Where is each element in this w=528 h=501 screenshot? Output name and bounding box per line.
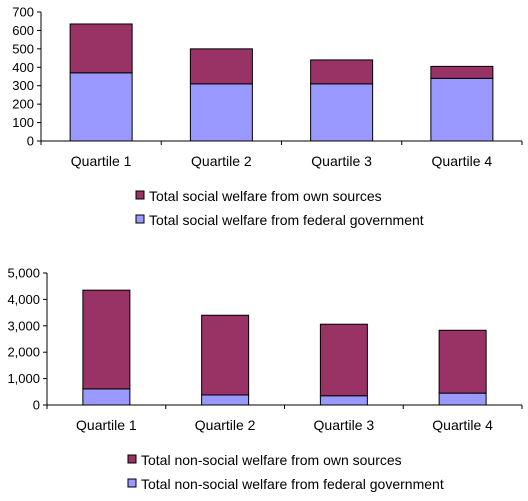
bar-segment-own-sources	[439, 330, 486, 393]
bar-segment-federal	[70, 73, 132, 141]
x-tick-label: Quartile 2	[191, 153, 252, 169]
bar-segment-own-sources	[70, 24, 132, 73]
y-tick-label: 1,000	[7, 371, 40, 386]
y-tick-label: 300	[12, 78, 34, 93]
legend-label: Total non-social welfare from federal go…	[141, 476, 444, 492]
y-tick-label: 2,000	[7, 345, 40, 360]
x-tick-label: Quartile 4	[432, 417, 493, 433]
y-tick-label: 0	[27, 134, 34, 149]
y-tick-label: 5,000	[7, 266, 40, 281]
bar-segment-federal	[439, 393, 486, 405]
bar-segment-federal	[431, 78, 493, 141]
x-tick-label: Quartile 3	[311, 153, 372, 169]
legend-label: Total non-social welfare from own source…	[141, 452, 402, 468]
bar-segment-own-sources	[202, 315, 249, 395]
bar-segment-own-sources	[83, 290, 130, 389]
bar-segment-own-sources	[320, 324, 367, 396]
y-tick-label: 600	[12, 23, 34, 38]
bar-segment-own-sources	[311, 60, 373, 84]
legend-swatch	[128, 479, 136, 487]
y-tick-label: 0	[33, 398, 40, 413]
legend-swatch	[128, 455, 136, 463]
x-tick-label: Quartile 4	[432, 153, 493, 169]
y-tick-label: 500	[12, 41, 34, 56]
x-tick-label: Quartile 3	[314, 417, 375, 433]
y-tick-label: 3,000	[7, 318, 40, 333]
legend-swatch	[136, 215, 144, 223]
bar-segment-federal	[311, 84, 373, 141]
y-tick-label: 100	[12, 115, 34, 130]
bar-segment-own-sources	[190, 49, 252, 84]
y-tick-label: 400	[12, 60, 34, 75]
legend-label: Total social welfare from federal govern…	[149, 212, 424, 228]
x-tick-label: Quartile 1	[76, 417, 137, 433]
chart-1: 0 100 200 300 400 500 600 700 Quartile 1 Quartile…	[12, 5, 522, 229]
y-tick-label: 700	[12, 5, 34, 20]
y-tick-label: 4,000	[7, 292, 40, 307]
x-tick-label: Quartile 1	[71, 153, 132, 169]
y-tick-label: 200	[12, 97, 34, 112]
bar-segment-federal	[320, 396, 367, 405]
bar-segment-federal	[202, 395, 249, 405]
bar-segment-federal	[190, 84, 252, 141]
bar-segment-own-sources	[431, 66, 493, 78]
chart-2: 0 1,000 2,000 3,000 4,000 5,000 Quartile 1 Quar…	[7, 266, 522, 493]
bar-segment-federal	[83, 389, 130, 405]
x-tick-label: Quartile 2	[195, 417, 256, 433]
legend-label: Total social welfare from own sources	[149, 188, 382, 204]
legend-swatch	[136, 191, 144, 199]
